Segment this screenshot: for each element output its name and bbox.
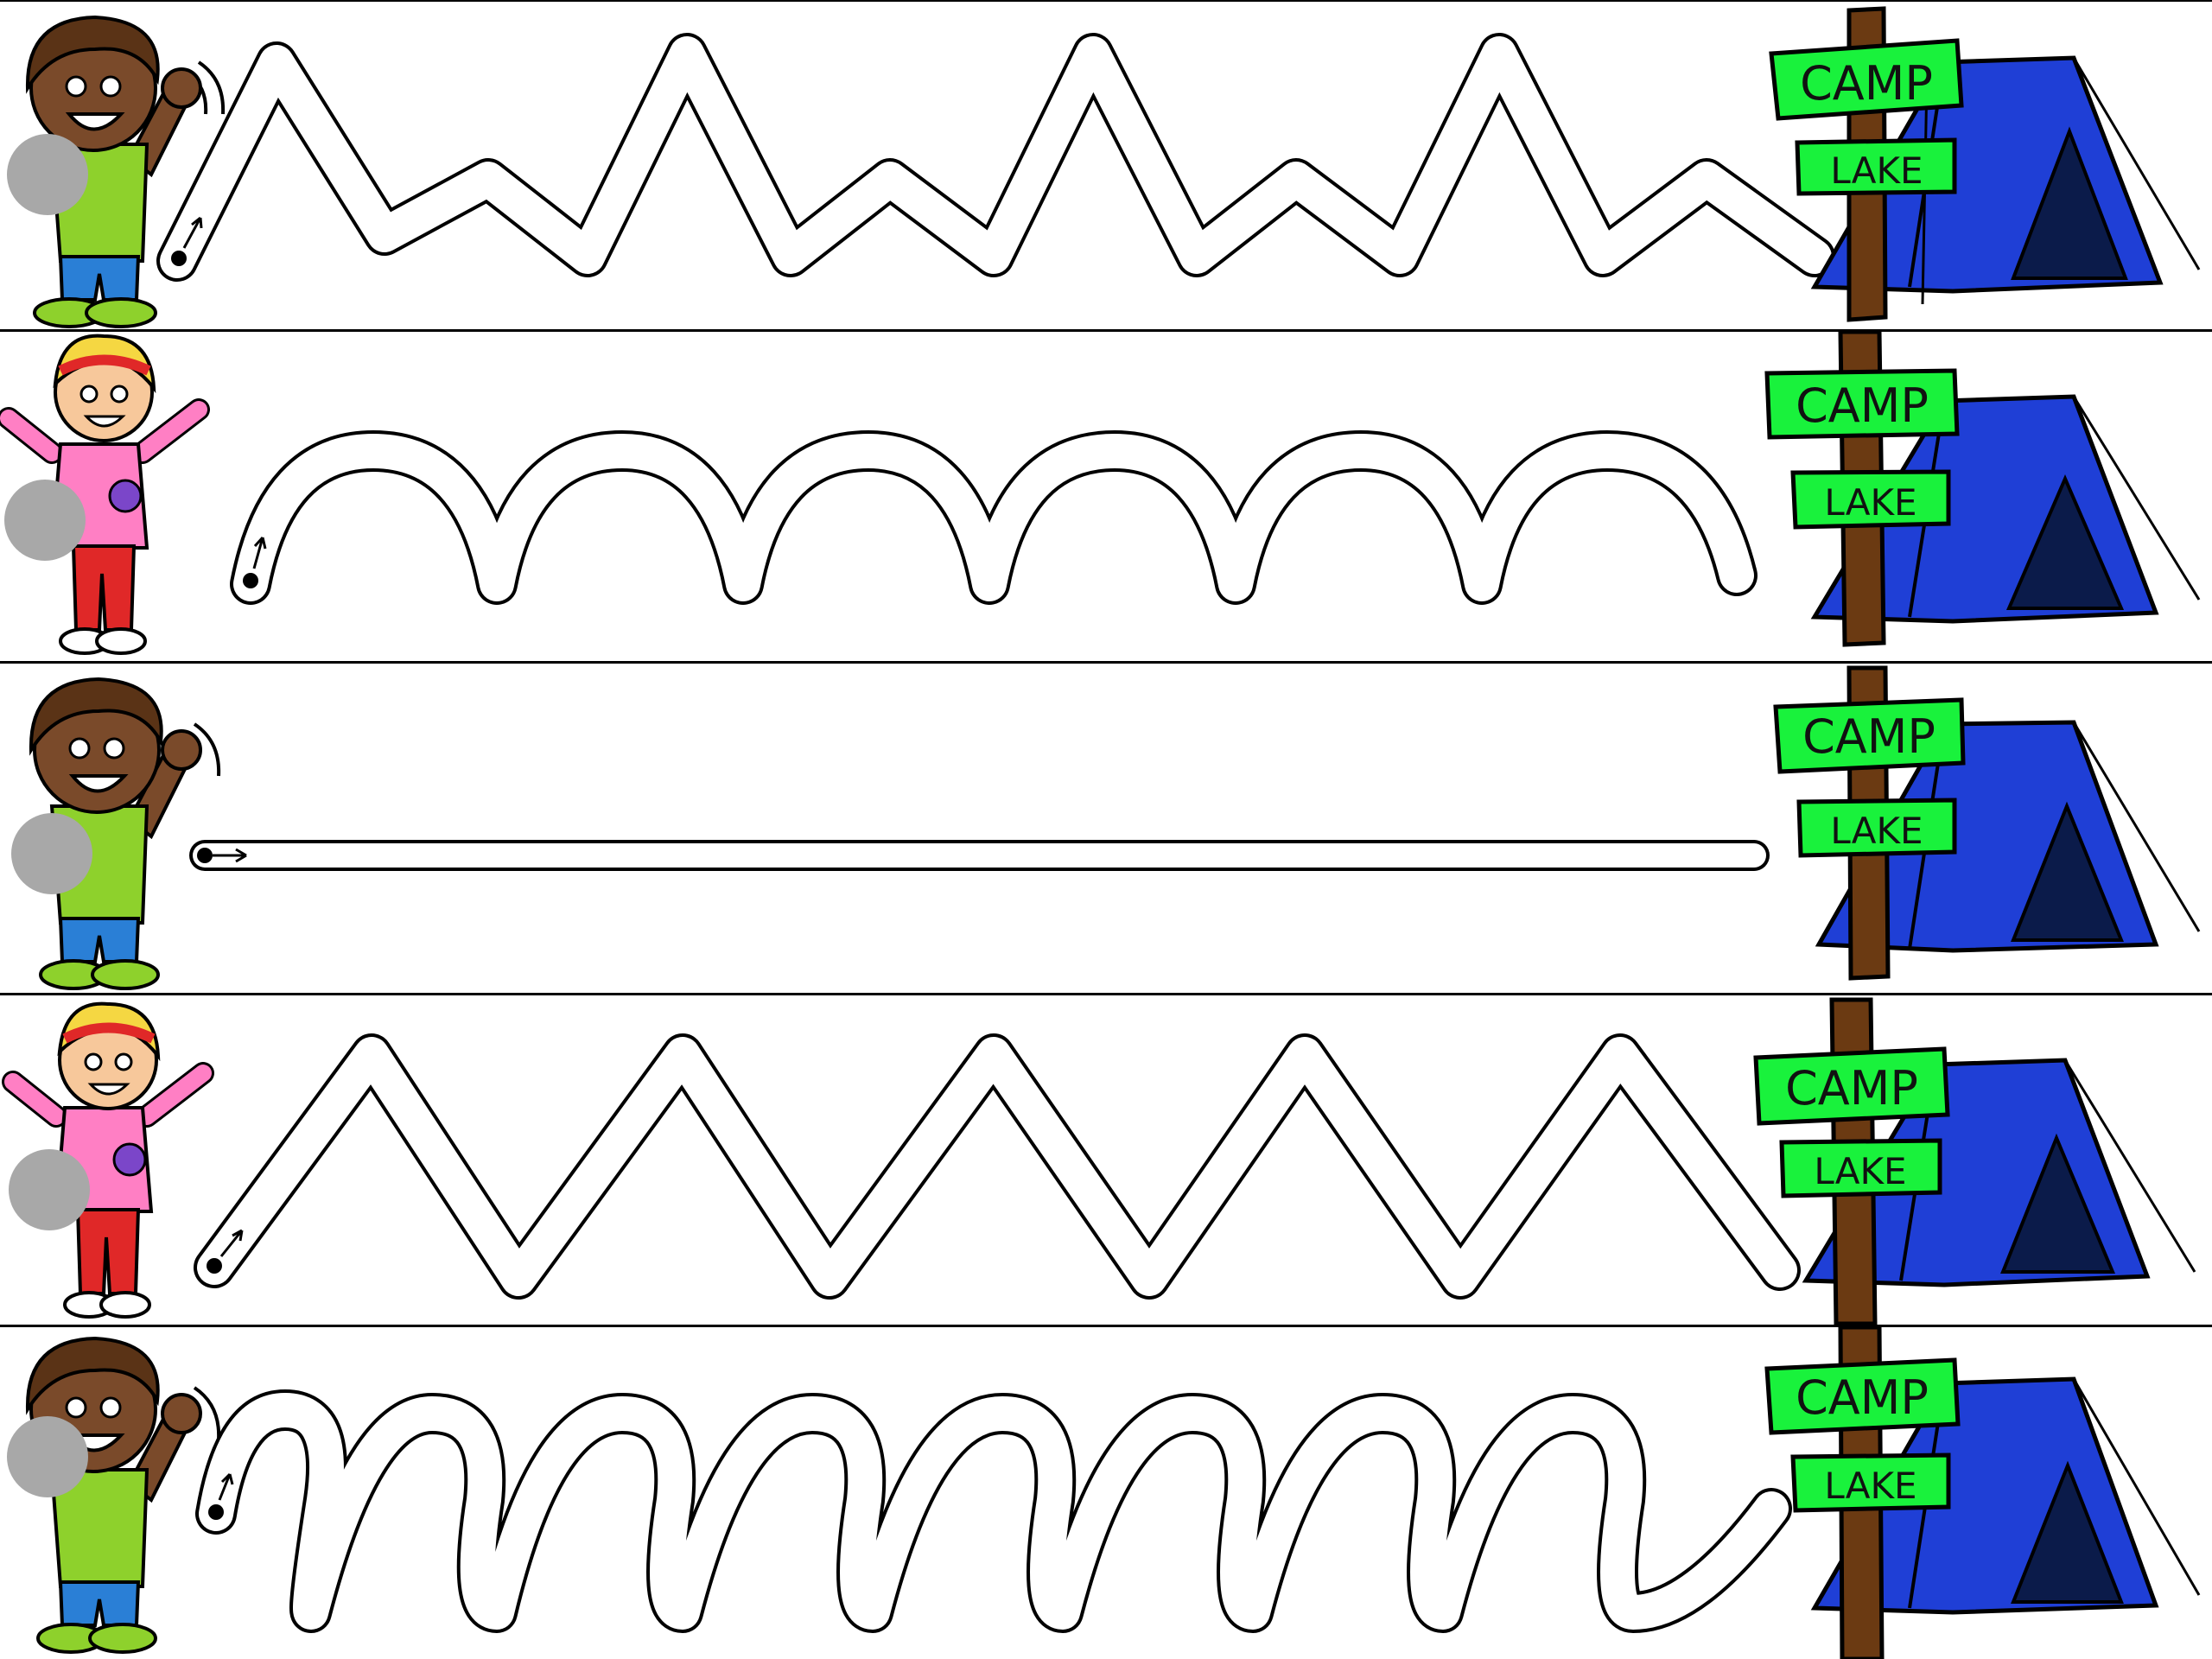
tracing-row-4: CAMP LAKE bbox=[0, 995, 2212, 1327]
sign-bottom-text: LAKE bbox=[1830, 149, 1923, 192]
tracing-row-5: CAMP LAKE bbox=[0, 1327, 2212, 1659]
sign-top-text: CAMP bbox=[1785, 1061, 1918, 1116]
tracing-row-3: CAMP LAKE bbox=[0, 664, 2212, 995]
placeholder-circle bbox=[7, 1416, 88, 1497]
sign-top-text: CAMP bbox=[1800, 56, 1933, 111]
camp-sign-and-tent: CAMP LAKE bbox=[1764, 1327, 2201, 1659]
sign-top-text: CAMP bbox=[1796, 378, 1929, 433]
tracing-path-straight-line[interactable] bbox=[189, 840, 1770, 871]
sign-top-text: CAMP bbox=[1796, 1370, 1929, 1425]
boy-character bbox=[25, 1336, 221, 1654]
sign-bottom-text: LAKE bbox=[1824, 1465, 1916, 1507]
boy-character bbox=[25, 15, 226, 328]
tracing-row-1: CAMP LAKE bbox=[0, 0, 2212, 332]
tracing-path-zigzag[interactable] bbox=[194, 1033, 1801, 1300]
placeholder-circle bbox=[11, 813, 92, 894]
tracing-row-2: CAMP LAKE bbox=[0, 332, 2212, 664]
sign-bottom-text: LAKE bbox=[1814, 1150, 1906, 1192]
tracing-path-zigzag-mixed[interactable] bbox=[156, 33, 1835, 282]
camp-sign-and-tent: CAMP LAKE bbox=[1769, 6, 2201, 322]
sign-top-text: CAMP bbox=[1802, 709, 1936, 764]
placeholder-circle bbox=[9, 1149, 90, 1230]
boy-character bbox=[29, 677, 221, 990]
camp-sign-and-tent: CAMP LAKE bbox=[1753, 997, 2196, 1325]
tracing-path-arches[interactable] bbox=[230, 430, 1758, 605]
girl-character bbox=[2, 1001, 214, 1319]
tracing-path-cursive-loops[interactable] bbox=[195, 1389, 1792, 1633]
placeholder-circle bbox=[7, 134, 88, 215]
sign-bottom-text: LAKE bbox=[1830, 810, 1923, 852]
camp-sign-and-tent: CAMP LAKE bbox=[1773, 665, 2201, 981]
sign-bottom-text: LAKE bbox=[1824, 481, 1916, 524]
placeholder-circle bbox=[4, 480, 86, 561]
camp-sign-and-tent: CAMP LAKE bbox=[1764, 332, 2201, 647]
